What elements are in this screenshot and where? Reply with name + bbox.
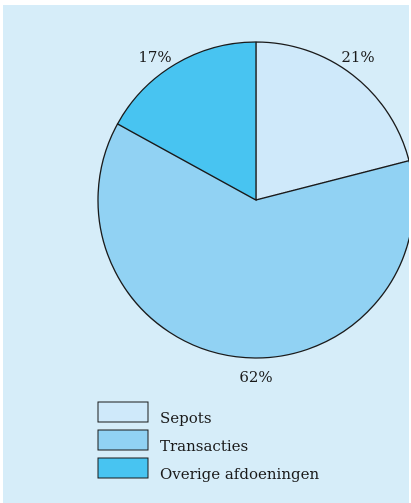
chart-panel: 21% 62% 17% Sepots Transacties Overige afdoe… <box>3 5 409 503</box>
legend-swatch-overige-afdoeningen <box>97 457 149 479</box>
legend-swatch-transacties <box>97 429 149 451</box>
pie-slice-overige-afdoeningen <box>116 41 257 202</box>
pie-value-labels: 21% 62% 17% <box>138 48 374 386</box>
legend-label-overige-afdoeningen: Overige afdoeningen <box>160 465 319 483</box>
legend: Sepots Transacties Overige afdoeningen <box>97 401 319 483</box>
legend-swatch-sepots <box>97 401 149 423</box>
pie-chart: 21% 62% 17% Sepots Transacties Overige afdoe… <box>3 5 409 503</box>
pie-slices <box>97 41 409 359</box>
pie-slice-transacties <box>97 122 409 359</box>
value-label-overige-afdoeningen: 17% <box>138 48 171 66</box>
legend-label-sepots: Sepots <box>160 409 212 427</box>
legend-label-transacties: Transacties <box>160 437 248 455</box>
value-label-sepots: 21% <box>341 48 374 66</box>
value-label-transacties: 62% <box>239 368 272 386</box>
pie-slice-sepots <box>255 41 409 201</box>
